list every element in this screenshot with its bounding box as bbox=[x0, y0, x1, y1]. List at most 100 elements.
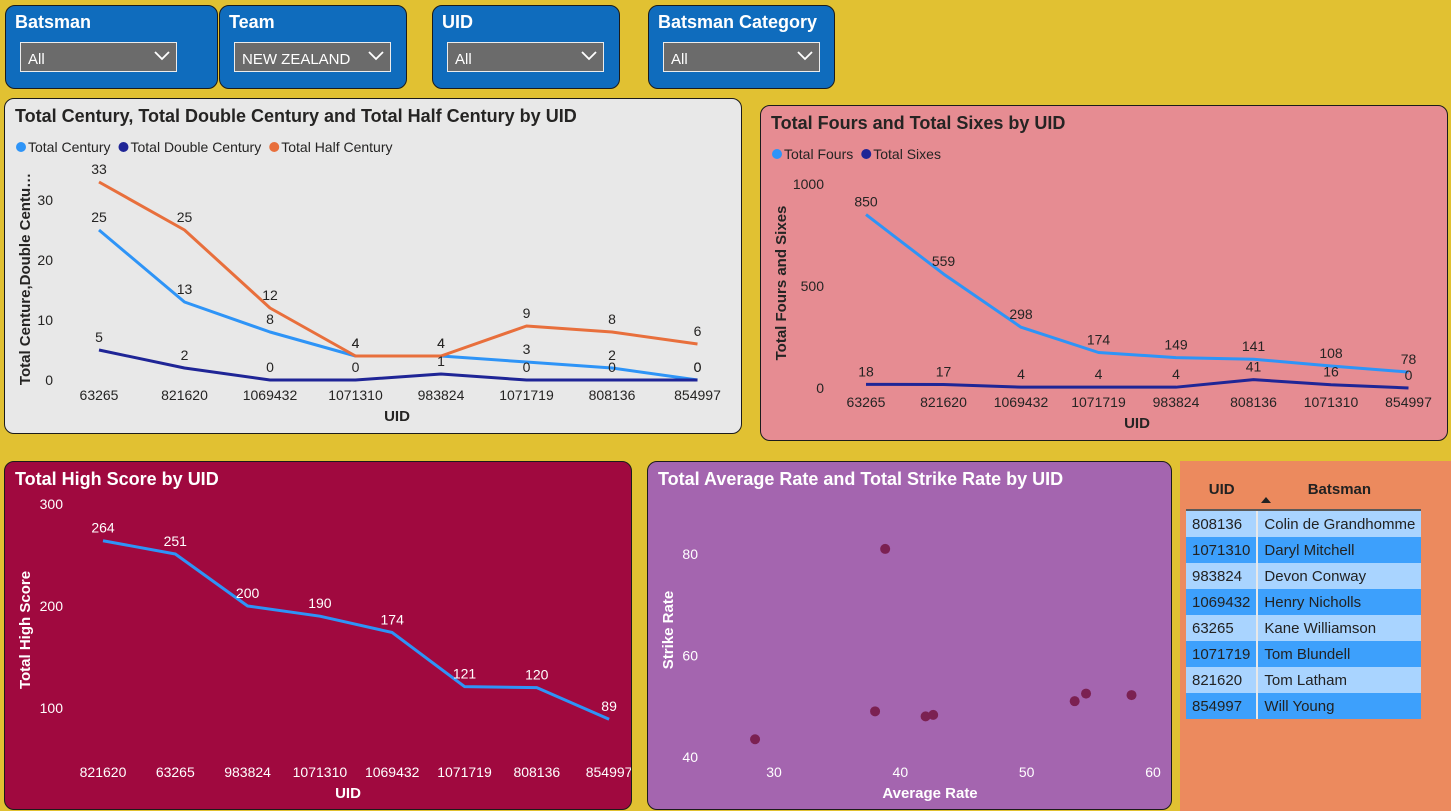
scatter-point[interactable] bbox=[880, 543, 891, 554]
x-tick-label: 854997 bbox=[674, 387, 721, 403]
legend-label[interactable]: Total Sixes bbox=[873, 146, 941, 162]
scatter-point[interactable] bbox=[1069, 696, 1080, 707]
data-label: 78 bbox=[1401, 351, 1417, 367]
table-row[interactable]: 1069432 Henry Nicholls bbox=[1186, 589, 1422, 615]
x-tick-label: 63265 bbox=[847, 394, 886, 410]
legend-label[interactable]: Total Half Century bbox=[281, 139, 392, 155]
batsman-column-header[interactable]: Batsman bbox=[1257, 469, 1422, 511]
series-line[interactable] bbox=[865, 378, 1409, 390]
batsman-dropdown[interactable]: All bbox=[20, 42, 177, 72]
series-line[interactable] bbox=[98, 348, 698, 382]
fours-sixes-line-chart: Total Fours and Total Sixes by UID Total … bbox=[771, 113, 1432, 432]
x-tick-label: 63265 bbox=[156, 764, 195, 780]
data-label: 0 bbox=[1405, 367, 1413, 383]
scatter-point[interactable] bbox=[870, 706, 881, 717]
slicer-title: UID bbox=[442, 12, 473, 32]
data-label: 0 bbox=[352, 359, 360, 375]
x-tick-label: 808136 bbox=[513, 764, 560, 780]
data-label: 8 bbox=[608, 311, 616, 327]
rate-scatter-panel: Total Average Rate and Total Strike Rate… bbox=[647, 461, 1172, 810]
data-label: 33 bbox=[91, 161, 107, 177]
batsman-category-dropdown[interactable]: All bbox=[663, 42, 820, 72]
data-label: 4 bbox=[437, 335, 445, 351]
x-tick-label: 808136 bbox=[589, 387, 636, 403]
x-tick-label: 983824 bbox=[418, 387, 465, 403]
legend-label[interactable]: Total Century bbox=[28, 139, 110, 155]
x-tick-label: 60 bbox=[1145, 764, 1161, 780]
y-tick-label: 60 bbox=[682, 648, 698, 664]
data-label: 298 bbox=[1009, 306, 1033, 322]
series-line[interactable] bbox=[98, 180, 698, 358]
scatter-point[interactable] bbox=[1081, 688, 1092, 699]
table-row[interactable]: 854997 Will Young bbox=[1186, 693, 1422, 719]
scatter-point[interactable] bbox=[750, 734, 761, 745]
x-tick-label: 808136 bbox=[1230, 394, 1277, 410]
scatter-point[interactable] bbox=[920, 711, 931, 722]
data-label: 5 bbox=[95, 329, 103, 345]
average-strike-scatter-chart: Total Average Rate and Total Strike Rate… bbox=[658, 469, 1161, 802]
table-row[interactable]: 983824 Devon Conway bbox=[1186, 563, 1422, 589]
batsman-cell: Will Young bbox=[1257, 693, 1422, 719]
data-label: 3 bbox=[523, 341, 531, 357]
table-row[interactable]: 63265 Kane Williamson bbox=[1186, 615, 1422, 641]
batsman-cell: Daryl Mitchell bbox=[1257, 537, 1422, 563]
data-label: 13 bbox=[177, 281, 193, 297]
slicer-batsman: Batsman All bbox=[5, 5, 218, 89]
x-tick-label: 854997 bbox=[586, 764, 632, 780]
x-tick-label: 854997 bbox=[1385, 394, 1432, 410]
slicer-batsman-category: Batsman Category All bbox=[648, 5, 835, 89]
batsman-cell: Devon Conway bbox=[1257, 563, 1422, 589]
scatter-point[interactable] bbox=[928, 709, 939, 720]
x-tick-label: 40 bbox=[893, 764, 909, 780]
uid-cell: 1071310 bbox=[1186, 537, 1259, 563]
high-score-line-chart: Total High Score by UID 100 200 300 821620 63… bbox=[15, 469, 632, 802]
y-tick-label: 40 bbox=[682, 749, 698, 765]
data-label: 251 bbox=[164, 533, 188, 549]
team-dropdown[interactable]: NEW ZEALAND bbox=[234, 42, 391, 72]
century-line-chart: Total Century, Total Double Century and … bbox=[15, 106, 721, 425]
x-tick-label: 50 bbox=[1019, 764, 1035, 780]
x-tick-label: 1071719 bbox=[499, 387, 554, 403]
data-label: 4 bbox=[1017, 366, 1025, 382]
table-row[interactable]: 808136 Colin de Grandhomme bbox=[1186, 510, 1422, 537]
high-score-chart-panel: Total High Score by UID 100 200 300 821620 63… bbox=[4, 461, 632, 810]
data-label: 0 bbox=[694, 359, 702, 375]
series-line[interactable] bbox=[865, 213, 1409, 374]
sort-ascending-icon bbox=[1261, 497, 1272, 503]
data-label: 190 bbox=[308, 595, 332, 611]
data-label: 0 bbox=[523, 359, 531, 375]
series-line[interactable] bbox=[102, 539, 610, 721]
y-tick-label: 100 bbox=[40, 700, 64, 716]
x-tick-label: 30 bbox=[766, 764, 782, 780]
table-row[interactable]: 821620 Tom Latham bbox=[1186, 667, 1422, 693]
table-row[interactable]: 1071310 Daryl Mitchell bbox=[1186, 537, 1422, 563]
x-tick-label: 63265 bbox=[80, 387, 119, 403]
uid-dropdown[interactable]: All bbox=[447, 42, 604, 72]
data-label: 25 bbox=[91, 209, 107, 225]
data-label: 4 bbox=[437, 335, 445, 351]
uid-cell: 1069432 bbox=[1186, 589, 1259, 615]
uid-cell: 808136 bbox=[1186, 510, 1259, 537]
y-tick-label: 300 bbox=[40, 496, 64, 512]
uid-column-header[interactable]: UID bbox=[1186, 469, 1258, 511]
slicer-uid: UID All bbox=[432, 5, 620, 89]
x-tick-label: 821620 bbox=[920, 394, 967, 410]
legend-label[interactable]: Total Fours bbox=[784, 146, 853, 162]
legend-label[interactable]: Total Double Century bbox=[130, 139, 261, 155]
data-label: 0 bbox=[608, 359, 616, 375]
table-row[interactable]: 1071719 Tom Blundell bbox=[1186, 641, 1422, 667]
data-label: 16 bbox=[1323, 364, 1339, 380]
y-tick-label: 200 bbox=[40, 598, 64, 614]
batsman-cell: Tom Blundell bbox=[1257, 641, 1422, 667]
scatter-point[interactable] bbox=[1126, 690, 1137, 701]
batsman-cell: Kane Williamson bbox=[1257, 615, 1422, 641]
chevron-down-icon bbox=[368, 51, 384, 61]
data-label: 9 bbox=[523, 305, 531, 321]
data-label: 174 bbox=[381, 612, 405, 628]
x-axis-title: UID bbox=[1124, 415, 1150, 432]
chevron-down-icon bbox=[581, 51, 597, 61]
slicer-title: Batsman Category bbox=[658, 12, 818, 32]
dropdown-value: All bbox=[455, 51, 472, 68]
legend-marker bbox=[118, 142, 129, 152]
x-tick-label: 1071719 bbox=[1071, 394, 1126, 410]
